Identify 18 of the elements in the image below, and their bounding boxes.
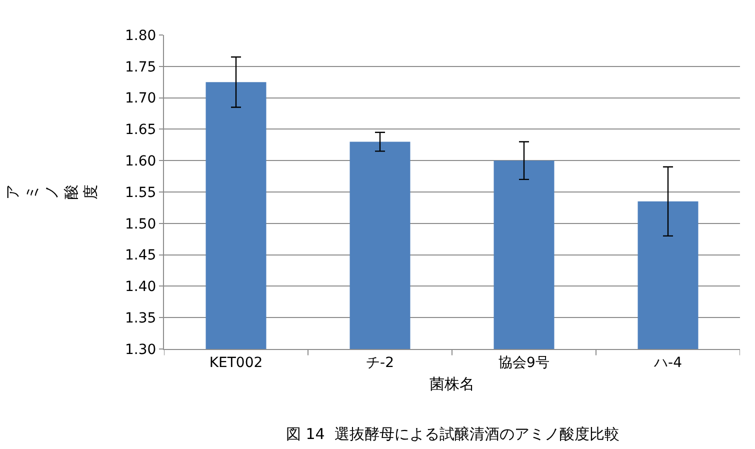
caption: 図 14 選抜酵母による試醸清酒のアミノ酸度比較 <box>286 425 620 443</box>
y-tick-label: 1.35 <box>125 310 156 326</box>
y-tick-label: 1.80 <box>125 28 156 44</box>
y-tick-label: 1.60 <box>125 154 156 170</box>
y-tick-label: 1.50 <box>125 216 156 232</box>
y-tick-label: 1.70 <box>125 90 156 107</box>
y-tick-label: 1.45 <box>125 248 156 264</box>
x-tick-label: 協会9号 <box>498 354 550 371</box>
x-tick-label: KET002 <box>209 354 263 371</box>
y-tick-label: 1.30 <box>125 342 156 358</box>
x-tick-label: ハ-4 <box>653 354 682 371</box>
y-tick-label: 1.55 <box>125 184 156 201</box>
y-axis-title: アミノ酸度 <box>3 184 100 200</box>
x-tick-label: チ-2 <box>366 354 394 371</box>
x-axis-title: 菌株名 <box>430 374 474 393</box>
y-tick-label: 1.75 <box>125 59 156 76</box>
y-tick-label: 1.65 <box>125 122 156 138</box>
y-tick-label: 1.40 <box>125 279 156 296</box>
